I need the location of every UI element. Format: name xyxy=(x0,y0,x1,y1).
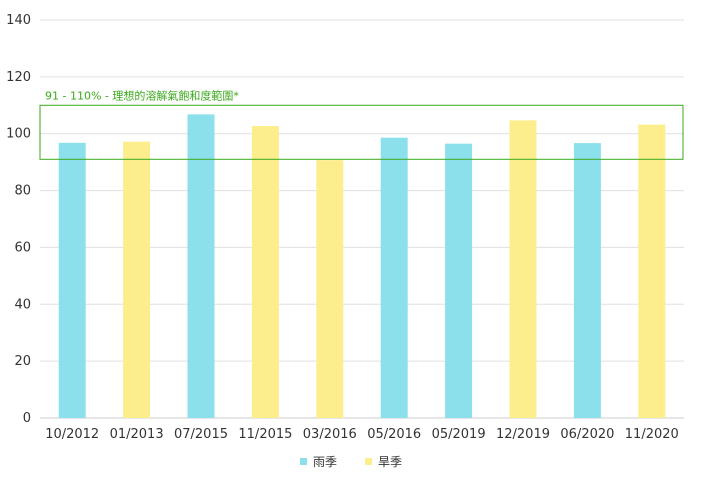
legend-item-rain[interactable]: 雨季 xyxy=(299,453,337,470)
legend: 雨季 旱季 xyxy=(0,453,702,470)
y-tick-label: 80 xyxy=(14,184,31,199)
x-tick-label: 11/2015 xyxy=(238,427,292,442)
x-tick-label: 05/2016 xyxy=(367,427,421,442)
y-tick-label: 40 xyxy=(14,297,31,312)
x-tick-label: 05/2019 xyxy=(432,427,486,442)
x-tick-label: 06/2020 xyxy=(560,427,614,442)
bar xyxy=(123,141,151,418)
ideal-range-band xyxy=(39,104,684,160)
x-tick-label: 07/2015 xyxy=(174,427,228,442)
bar xyxy=(187,114,215,418)
bar xyxy=(445,143,473,418)
bar xyxy=(380,137,408,419)
x-tick-label: 01/2013 xyxy=(110,427,164,442)
y-tick-label: 60 xyxy=(14,240,31,255)
y-tick-label: 140 xyxy=(6,13,31,28)
x-tick-label: 12/2019 xyxy=(496,427,550,442)
ideal-range-label: 91 - 110% - 理想的溶解氣飽和度範圍* xyxy=(45,88,239,102)
x-tick-label: 03/2016 xyxy=(303,427,357,442)
legend-swatch-rain xyxy=(299,458,307,465)
legend-label-dry: 旱季 xyxy=(378,455,403,469)
bar xyxy=(251,126,279,418)
bar xyxy=(638,124,666,419)
y-tick-label: 120 xyxy=(6,70,31,85)
x-tick-label: 10/2012 xyxy=(45,427,99,442)
bar xyxy=(316,160,344,418)
legend-label-rain: 雨季 xyxy=(312,455,337,469)
bar xyxy=(573,143,601,419)
bar xyxy=(58,142,86,418)
x-tick-label: 11/2020 xyxy=(625,427,679,442)
bar xyxy=(509,120,537,419)
y-tick-label: 100 xyxy=(6,127,31,142)
legend-swatch-dry xyxy=(365,458,372,465)
y-tick-label: 20 xyxy=(14,354,31,369)
y-tick-label: 0 xyxy=(23,411,31,426)
legend-item-dry[interactable]: 旱季 xyxy=(365,453,402,470)
